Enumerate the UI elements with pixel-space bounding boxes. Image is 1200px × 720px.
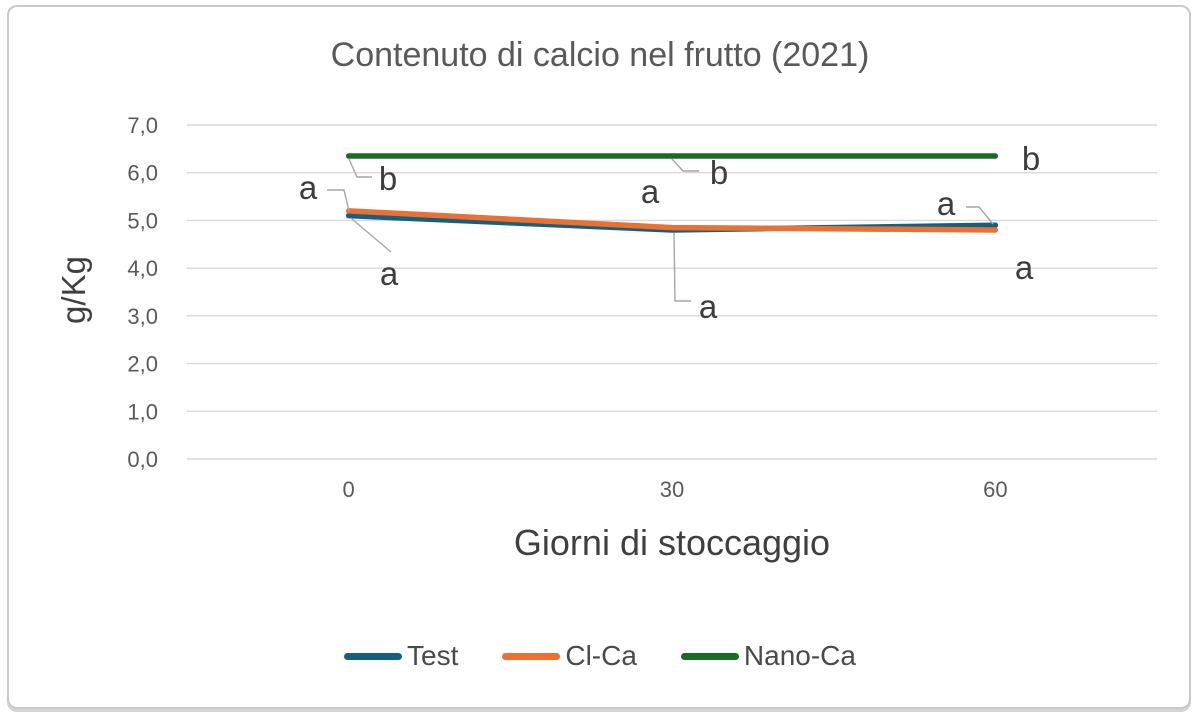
- legend-swatch-test: [344, 652, 402, 660]
- x-tick-label: 30: [660, 477, 684, 502]
- x-axis-title: Giorni di stoccaggio: [513, 522, 831, 563]
- y-tick-label: 4,0: [127, 256, 158, 281]
- chart-title: Contenuto di calcio nel frutto (2021): [330, 36, 870, 74]
- annotation-letter-test-2: a: [937, 185, 956, 222]
- legend-item-cl-ca[interactable]: Cl-Ca: [502, 640, 637, 672]
- annotation-leader-line: [673, 232, 691, 302]
- annotation-letter-nano-ca-2: b: [1022, 140, 1040, 177]
- y-tick-label: 6,0: [127, 161, 158, 186]
- legend-label-nano-ca: Nano-Ca: [743, 640, 856, 671]
- annotation-letter-cl-ca-1: a: [699, 288, 718, 325]
- annotation-leader-line: [671, 158, 699, 172]
- series-line-cl-ca: [345, 208, 999, 233]
- legend-swatch-cl-ca: [502, 652, 561, 660]
- legend-label-cl-ca: Cl-Ca: [565, 640, 637, 671]
- annotation-letter-cl-ca-2: a: [1015, 249, 1034, 286]
- annotation-leader-line: [966, 206, 994, 225]
- y-tick-label: 5,0: [127, 208, 158, 233]
- x-tick-label: 0: [343, 477, 355, 502]
- annotation-leader-line: [327, 189, 350, 212]
- chart-card: [7, 5, 1191, 709]
- legend-swatch-nano-ca: [680, 652, 739, 660]
- legend-label-test: Test: [407, 640, 459, 671]
- x-tick-label: 60: [983, 477, 1007, 502]
- legend: Test Cl-Ca Nano-Ca: [0, 640, 1200, 672]
- annotation-leader-line: [348, 158, 372, 178]
- annotation-letter-test-0: a: [299, 169, 318, 206]
- annotation-letter-nano-ca-0: b: [379, 160, 397, 197]
- y-tick-label: 0,0: [127, 447, 158, 472]
- y-tick-label: 1,0: [127, 399, 158, 424]
- legend-item-test[interactable]: Test: [344, 640, 458, 672]
- annotation-letter-cl-ca-0: a: [380, 255, 399, 292]
- annotation-leader-line: [351, 218, 392, 253]
- y-tick-label: 7,0: [127, 113, 158, 138]
- legend-item-nano-ca[interactable]: Nano-Ca: [680, 640, 856, 672]
- annotation-letter-test-1: a: [641, 173, 660, 210]
- y-tick-label: 2,0: [127, 352, 158, 377]
- y-axis-title: g/Kg: [55, 256, 92, 324]
- annotation-letter-nano-ca-1: b: [710, 154, 728, 191]
- y-tick-label: 3,0: [127, 304, 158, 329]
